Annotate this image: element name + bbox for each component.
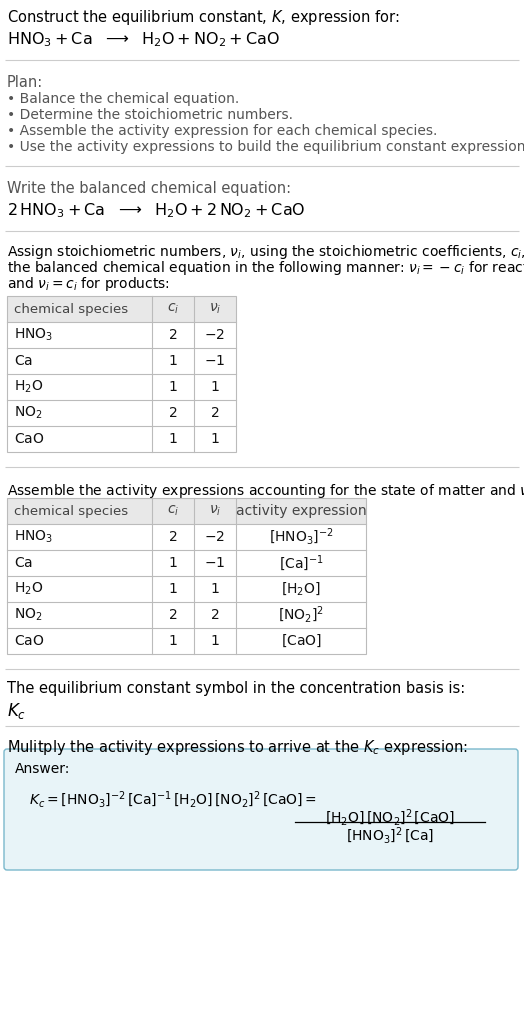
Text: 2: 2 bbox=[169, 608, 178, 622]
Text: $\mathrm{Ca}$: $\mathrm{Ca}$ bbox=[14, 556, 33, 570]
Text: $-2$: $-2$ bbox=[204, 328, 225, 342]
Text: the balanced chemical equation in the following manner: $\nu_i = -c_i$ for react: the balanced chemical equation in the fo… bbox=[7, 259, 524, 277]
Text: chemical species: chemical species bbox=[14, 302, 128, 316]
Text: $c_i$: $c_i$ bbox=[167, 503, 179, 519]
Text: 1: 1 bbox=[169, 432, 178, 446]
Text: $-1$: $-1$ bbox=[204, 556, 226, 570]
Text: 2: 2 bbox=[211, 406, 220, 420]
Text: $\mathrm{Ca}$: $\mathrm{Ca}$ bbox=[14, 354, 33, 368]
Text: $\mathrm{NO_2}$: $\mathrm{NO_2}$ bbox=[14, 607, 42, 623]
Bar bbox=[7, 296, 236, 322]
Text: 2: 2 bbox=[211, 608, 220, 622]
Text: $K_c$: $K_c$ bbox=[7, 701, 26, 721]
Text: $\mathrm{2\,HNO_3 + Ca}$  $\longrightarrow$  $\mathrm{H_2O + 2\,NO_2 + CaO}$: $\mathrm{2\,HNO_3 + Ca}$ $\longrightarro… bbox=[7, 201, 305, 219]
Text: 1: 1 bbox=[169, 380, 178, 394]
Text: $[\mathrm{H_2O}]$: $[\mathrm{H_2O}]$ bbox=[281, 581, 321, 598]
Text: $[\mathrm{H_2O}]\,[\mathrm{NO_2}]^2\,[\mathrm{CaO}]$: $[\mathrm{H_2O}]\,[\mathrm{NO_2}]^2\,[\m… bbox=[325, 808, 455, 828]
Text: Construct the equilibrium constant, $K$, expression for:: Construct the equilibrium constant, $K$,… bbox=[7, 8, 400, 27]
Text: $[\mathrm{CaO}]$: $[\mathrm{CaO}]$ bbox=[280, 633, 321, 650]
Text: 2: 2 bbox=[169, 328, 178, 342]
Text: The equilibrium constant symbol in the concentration basis is:: The equilibrium constant symbol in the c… bbox=[7, 681, 465, 696]
Text: • Determine the stoichiometric numbers.: • Determine the stoichiometric numbers. bbox=[7, 108, 293, 122]
Text: $[\mathrm{NO_2}]^2$: $[\mathrm{NO_2}]^2$ bbox=[278, 605, 324, 625]
Text: activity expression: activity expression bbox=[236, 504, 366, 518]
Text: $\mathrm{CaO}$: $\mathrm{CaO}$ bbox=[14, 634, 45, 648]
Text: Mulitply the activity expressions to arrive at the $K_c$ expression:: Mulitply the activity expressions to arr… bbox=[7, 738, 468, 757]
Bar bbox=[7, 498, 366, 524]
Text: Answer:: Answer: bbox=[15, 762, 70, 776]
Text: 1: 1 bbox=[211, 432, 220, 446]
Text: $c_i$: $c_i$ bbox=[167, 301, 179, 317]
Bar bbox=[7, 498, 366, 654]
Text: Assemble the activity expressions accounting for the state of matter and $\nu_i$: Assemble the activity expressions accoun… bbox=[7, 482, 524, 500]
Bar bbox=[7, 296, 236, 452]
Text: 1: 1 bbox=[211, 582, 220, 596]
Text: $\mathrm{CaO}$: $\mathrm{CaO}$ bbox=[14, 432, 45, 446]
Text: $\mathrm{HNO_3}$: $\mathrm{HNO_3}$ bbox=[14, 327, 53, 343]
Text: 1: 1 bbox=[169, 582, 178, 596]
Text: • Assemble the activity expression for each chemical species.: • Assemble the activity expression for e… bbox=[7, 124, 438, 138]
Text: $\mathrm{NO_2}$: $\mathrm{NO_2}$ bbox=[14, 405, 42, 421]
Text: chemical species: chemical species bbox=[14, 504, 128, 518]
Text: $\mathrm{H_2O}$: $\mathrm{H_2O}$ bbox=[14, 581, 43, 597]
Text: 2: 2 bbox=[169, 530, 178, 544]
Text: 1: 1 bbox=[169, 634, 178, 648]
Text: $\nu_i$: $\nu_i$ bbox=[209, 503, 221, 519]
FancyBboxPatch shape bbox=[4, 749, 518, 870]
Text: 1: 1 bbox=[169, 556, 178, 570]
Text: 1: 1 bbox=[211, 634, 220, 648]
Text: $-2$: $-2$ bbox=[204, 530, 225, 544]
Text: 2: 2 bbox=[169, 406, 178, 420]
Text: Assign stoichiometric numbers, $\nu_i$, using the stoichiometric coefficients, $: Assign stoichiometric numbers, $\nu_i$, … bbox=[7, 243, 524, 261]
Text: • Use the activity expressions to build the equilibrium constant expression.: • Use the activity expressions to build … bbox=[7, 140, 524, 154]
Text: $\mathrm{HNO_3}$: $\mathrm{HNO_3}$ bbox=[14, 529, 53, 545]
Text: $[\mathrm{HNO_3}]^2\,[\mathrm{Ca}]$: $[\mathrm{HNO_3}]^2\,[\mathrm{Ca}]$ bbox=[346, 826, 434, 847]
Text: $[\mathrm{HNO_3}]^{-2}$: $[\mathrm{HNO_3}]^{-2}$ bbox=[269, 527, 333, 547]
Text: $K_c = [\mathrm{HNO_3}]^{-2}\,[\mathrm{Ca}]^{-1}\,[\mathrm{H_2O}]\,[\mathrm{NO_2: $K_c = [\mathrm{HNO_3}]^{-2}\,[\mathrm{C… bbox=[29, 790, 317, 810]
Text: $[\mathrm{Ca}]^{-1}$: $[\mathrm{Ca}]^{-1}$ bbox=[279, 553, 323, 572]
Text: • Balance the chemical equation.: • Balance the chemical equation. bbox=[7, 92, 239, 106]
Text: $-1$: $-1$ bbox=[204, 354, 226, 368]
Text: 1: 1 bbox=[169, 354, 178, 368]
Text: $\nu_i$: $\nu_i$ bbox=[209, 301, 221, 317]
Text: and $\nu_i = c_i$ for products:: and $\nu_i = c_i$ for products: bbox=[7, 275, 170, 293]
Text: $\mathrm{H_2O}$: $\mathrm{H_2O}$ bbox=[14, 379, 43, 395]
Text: $\mathrm{HNO_3 + Ca}$  $\longrightarrow$  $\mathrm{H_2O + NO_2 + CaO}$: $\mathrm{HNO_3 + Ca}$ $\longrightarrow$ … bbox=[7, 30, 280, 49]
Text: Plan:: Plan: bbox=[7, 75, 43, 90]
Text: Write the balanced chemical equation:: Write the balanced chemical equation: bbox=[7, 181, 291, 196]
Text: 1: 1 bbox=[211, 380, 220, 394]
